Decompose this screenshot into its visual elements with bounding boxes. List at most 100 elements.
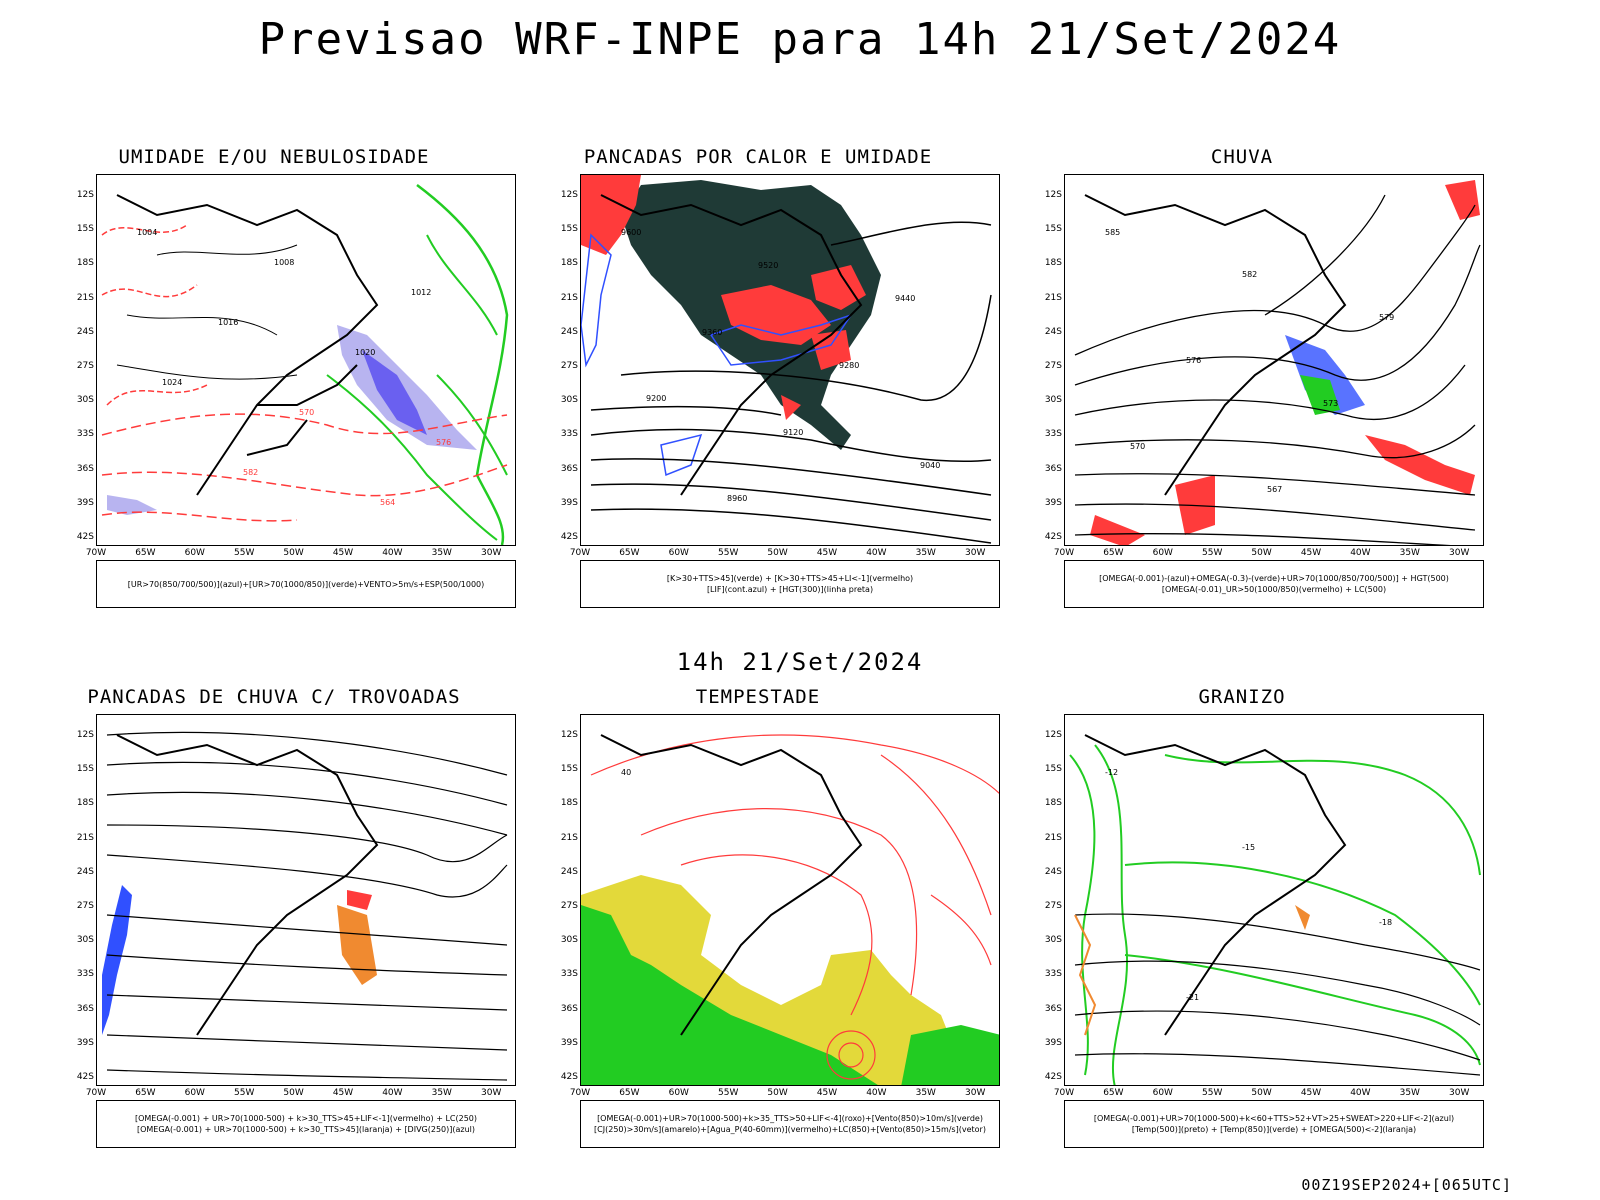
map-graphic: 40 (581, 734, 999, 1085)
contour-label: -18 (1379, 918, 1392, 927)
legend-line-2: [OMEGA(-0.001) + UR>70(1000-500) + k>30_… (136, 1125, 476, 1134)
panel-chuva: CHUVA 585 582 579 576 573 570 567 [OMEGA(-0.00… (1022, 146, 1484, 608)
legend-line-2: [OMEGA(-0.01)_UR>50(1000/850)(vermelho) … (1161, 585, 1387, 594)
contour-label: 1012 (411, 288, 431, 297)
lat-label: 39S (560, 1037, 578, 1048)
lon-label: 45W (332, 1088, 354, 1098)
lon-label: 60W (1152, 1088, 1173, 1098)
lat-label: 36S (1044, 463, 1062, 474)
lat-label: 36S (76, 1003, 94, 1014)
contour-label: 582 (1242, 270, 1257, 279)
map-umidade: 1004 1008 1012 1016 1020 1024 570 576 582 564 (96, 174, 516, 546)
lon-label: 35W (431, 1088, 452, 1098)
lat-label: 24S (1044, 866, 1062, 877)
lat-label: 15S (560, 224, 578, 235)
lat-label: 21S (1044, 292, 1062, 303)
lon-label: 70W (569, 548, 591, 558)
lat-label: 24S (1044, 326, 1062, 337)
lat-label: 24S (76, 866, 94, 877)
legend-line-2: [CJ(250)>30m/s](amarelo)+[Agua_P(40-60mm… (594, 1125, 986, 1134)
contour-label: 1004 (137, 228, 157, 237)
lat-label: 18S (1044, 258, 1062, 269)
contour-label: 564 (380, 498, 395, 507)
lon-label: 55W (718, 548, 739, 558)
lat-label: 15S (1044, 224, 1062, 235)
lat-label: 27S (1044, 901, 1062, 911)
lon-label: 65W (619, 548, 640, 558)
lon-label: 60W (184, 548, 205, 558)
legend-line-2: [LIF](cont.azul) + [HGT(300)](linha pret… (706, 585, 874, 594)
legend-line-1: [K>30+TTS>45](verde) + [K>30+TTS>45+LI<-… (666, 574, 914, 583)
panel-title: CHUVA (1210, 146, 1274, 168)
lat-label: 27S (1044, 361, 1062, 371)
lon-label: 70W (1053, 1088, 1075, 1098)
contour-label: 1016 (218, 318, 238, 327)
contour-label: 579 (1379, 313, 1394, 322)
lat-label: 33S (76, 969, 94, 980)
map-graphic: 9600 9520 9440 9360 9280 9200 9120 9040 8960 (581, 175, 992, 544)
lon-label: 30W (1449, 548, 1470, 558)
lon-label: 70W (1053, 548, 1075, 558)
lon-label: 65W (619, 1088, 640, 1098)
lat-label: 39S (1044, 497, 1062, 508)
lon-label: 40W (1350, 1088, 1371, 1098)
lon-label: 65W (1103, 548, 1124, 558)
contour-label: 40 (621, 768, 631, 777)
legend-line-1: [OMEGA(-0.001) + UR>70(1000-500) + k>30_… (134, 1114, 478, 1123)
lat-label: 15S (1044, 764, 1062, 775)
map-graphic: 1004 1008 1012 1016 1020 1024 570 576 582 564 (101, 184, 509, 545)
lat-label: 18S (560, 798, 578, 809)
map-tempestade: 40 (580, 714, 1000, 1086)
mid-title: 14h 21/Set/2024 (676, 648, 924, 676)
lat-label: 30S (76, 935, 94, 946)
lat-label: 21S (560, 832, 578, 843)
lon-label: 30W (1449, 1088, 1470, 1098)
legend: [OMEGA(-0.001)+UR>70(1000-500)+k>35_TTS>… (580, 1100, 1000, 1148)
lat-label: 15S (76, 224, 94, 235)
lon-label: 60W (668, 548, 689, 558)
lon-label: 55W (234, 548, 255, 558)
lat-label: 39S (76, 1037, 94, 1048)
lat-label: 33S (560, 429, 578, 440)
lon-label: 70W (569, 1088, 591, 1098)
lon-label: 70W (85, 1088, 107, 1098)
lon-label: 40W (1350, 548, 1371, 558)
lat-label: 24S (560, 866, 578, 877)
legend: [OMEGA(-0.001) + UR>70(1000-500) + k>30_… (96, 1100, 516, 1148)
lat-label: 42S (76, 1072, 94, 1082)
panel-granizo: GRANIZO -12 -15 -18 -21 [OMEGA(-0.001)+UR>7… (1022, 686, 1484, 1148)
lat-label: 30S (1044, 935, 1062, 946)
contour-label: 582 (243, 468, 258, 477)
contour-label: 8960 (727, 494, 747, 503)
lon-label: 45W (816, 1088, 838, 1098)
contour-label: 9600 (621, 228, 641, 237)
lon-label: 55W (234, 1088, 255, 1098)
contour-label: 9440 (895, 294, 915, 303)
lat-label: 30S (76, 395, 94, 406)
lon-label: 50W (283, 1088, 304, 1098)
lat-label: 42S (560, 532, 578, 542)
lat-label: 27S (76, 901, 94, 911)
map-chuva: 585 582 579 576 573 570 567 (1064, 174, 1484, 546)
panel-tempestade: TEMPESTADE 40 [OMEGA(-0.001)+UR>70(1000-… (538, 686, 1000, 1148)
contour-label: 570 (1130, 442, 1145, 451)
lat-label: 18S (76, 258, 94, 269)
lon-label: 40W (382, 548, 403, 558)
panel-trovoadas: PANCADAS DE CHUVA C/ TROVOADAS [OMEGA(-0… (54, 686, 516, 1148)
lat-label: 33S (1044, 429, 1062, 440)
lon-label: 35W (1399, 1088, 1420, 1098)
lon-label: 55W (1202, 1088, 1223, 1098)
lat-label: 42S (1044, 1072, 1062, 1082)
lon-label: 55W (718, 1088, 739, 1098)
map-pancadas-calor: 9600 9520 9440 9360 9280 9200 9120 9040 8960 (580, 174, 1000, 546)
lon-label: 50W (1251, 548, 1272, 558)
contour-label: -15 (1242, 843, 1255, 852)
contour-label: 9200 (646, 394, 666, 403)
lon-label: 45W (816, 548, 838, 558)
lon-label: 45W (332, 548, 354, 558)
lat-label: 33S (76, 429, 94, 440)
lat-label: 27S (560, 901, 578, 911)
contour-label: 585 (1105, 228, 1120, 237)
lat-label: 12S (76, 730, 94, 740)
legend: [OMEGA(-0.001)-(azul)+OMEGA(-0.3)-(verde… (1064, 560, 1484, 608)
